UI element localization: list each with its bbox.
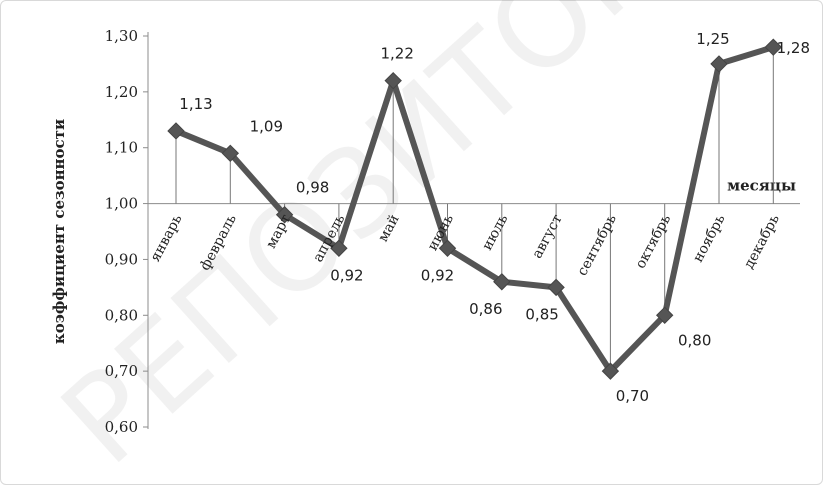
data-value-label: 1,28	[777, 39, 810, 57]
data-value-label: 0,92	[421, 266, 454, 284]
data-value-label: 0,80	[678, 331, 711, 349]
data-point-marker	[221, 144, 240, 163]
data-value-label: 1,09	[250, 117, 283, 135]
series-line	[174, 44, 775, 375]
data-point-marker	[601, 362, 620, 380]
y-tick-label: 0,70	[105, 362, 138, 380]
data-point-marker	[547, 278, 565, 297]
data-point-marker	[275, 206, 294, 224]
axes: 0,60 0,70 0,80 0,90 1,00 1,10 1,20 1,30 коэффици…	[50, 27, 800, 436]
category-label: ноябрь	[690, 212, 729, 265]
data-point-marker	[710, 55, 728, 73]
y-tick-label: 1,20	[105, 83, 138, 101]
data-point-marker	[764, 38, 783, 56]
data-point-marker	[493, 273, 511, 291]
x-axis-title: месяцы	[727, 177, 796, 195]
data-value-label: 0,85	[525, 305, 558, 323]
data-point-marker	[167, 122, 185, 140]
drop-lines	[175, 47, 774, 372]
data-value-label: 0,86	[469, 300, 502, 318]
category-label: сентябрь	[574, 212, 620, 279]
data-point-marker	[384, 71, 402, 90]
data-value-label: 1,13	[179, 95, 212, 113]
data-point-marker	[330, 239, 348, 257]
data-point-marker	[655, 306, 674, 324]
data-point-marker	[438, 239, 457, 257]
y-axis-title: коэффициент сезонности	[50, 119, 68, 344]
category-label: декабрь	[741, 212, 783, 272]
y-tick-label: 0,90	[105, 250, 138, 268]
category-label: октябрь	[633, 212, 675, 272]
markers	[167, 38, 783, 380]
y-tick-label: 1,10	[105, 139, 138, 157]
data-labels: 1,13 1,09 0,98 0,92 1,22 0,92 0,86 0,85 0,70 0,80…	[179, 30, 810, 405]
category-label: август	[529, 212, 565, 262]
data-value-label: 0,98	[296, 179, 329, 197]
category-label: январь	[147, 212, 185, 265]
y-tick-label: 0,80	[105, 306, 138, 324]
y-tick-label: 0,60	[105, 418, 138, 436]
data-value-label: 1,22	[380, 45, 413, 63]
data-value-label: 0,92	[330, 266, 363, 284]
series-polyline	[174, 44, 775, 375]
data-value-label: 1,25	[696, 30, 729, 48]
data-value-label: 0,70	[616, 387, 649, 405]
y-tick-label: 1,30	[105, 27, 138, 45]
y-tick-label: 1,00	[105, 195, 138, 213]
category-label: июль	[479, 212, 511, 253]
